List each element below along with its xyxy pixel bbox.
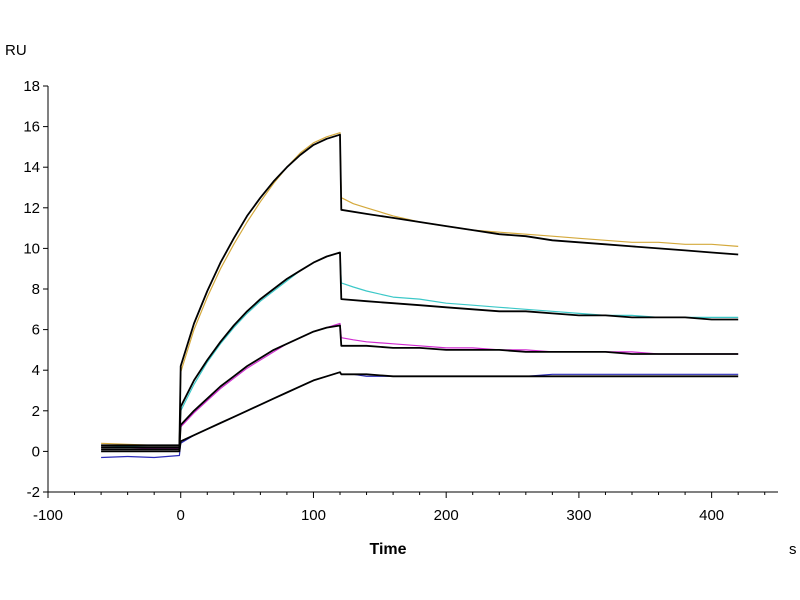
x-unit-label: s [789, 541, 797, 558]
y-tick-label: 6 [32, 322, 40, 339]
y-unit-label: RU [5, 42, 27, 59]
fit-curve-4 [101, 133, 739, 447]
fit-curve-7 [101, 371, 739, 453]
x-tick-label: 300 [566, 507, 591, 524]
y-tick-label: 8 [32, 281, 40, 298]
measured-curve-0 [101, 132, 739, 446]
x-tick-label: 200 [434, 507, 459, 524]
y-tick-label: 16 [23, 119, 40, 136]
measured-curve-1 [101, 251, 739, 448]
fit-curve-6 [101, 324, 739, 451]
y-tick-label: 2 [32, 403, 40, 420]
x-tick-label: 100 [301, 507, 326, 524]
fit-curve-5 [101, 251, 739, 449]
x-tick-label: -100 [33, 507, 63, 524]
x-tick-label: 400 [699, 507, 724, 524]
measured-curve-3 [101, 371, 739, 459]
measured-curve-2 [101, 322, 739, 449]
y-tick-label: 12 [23, 200, 40, 217]
x-axis-title: Time [369, 541, 406, 558]
y-tick-label: 18 [23, 78, 40, 95]
y-tick-label: 10 [23, 240, 40, 257]
y-tick-label: 0 [32, 443, 40, 460]
axes: -2 0 2 4 6 8 10 12 14 16 18 -100 0 100 200 300 400 [23, 78, 778, 524]
y-tick-label: 4 [32, 362, 40, 379]
y-tick-label: 14 [23, 159, 40, 176]
y-tick-label: -2 [27, 484, 40, 501]
series-layer [101, 132, 739, 459]
x-tick-label: 0 [177, 507, 185, 524]
